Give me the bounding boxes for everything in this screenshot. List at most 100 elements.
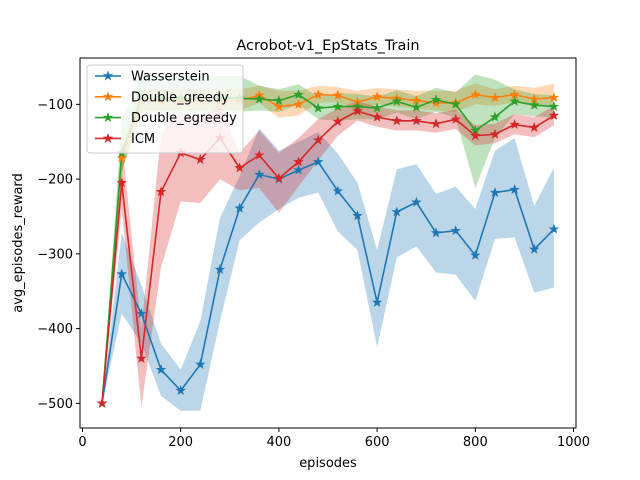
y-tick-label: −500 — [37, 397, 73, 412]
chart-title: Acrobot-v1_EpStats_Train — [236, 38, 419, 54]
point-double-greedy — [470, 89, 481, 100]
point-icm — [96, 397, 108, 408]
point-wasserstein — [548, 223, 560, 234]
point-icm — [273, 172, 285, 183]
point-wasserstein — [293, 164, 304, 175]
x-tick-label: 0 — [78, 435, 86, 450]
point-double-greedy — [332, 89, 344, 100]
point-icm — [430, 118, 442, 129]
point-wasserstein — [155, 364, 167, 375]
point-double-greedy — [312, 89, 324, 100]
point-double-greedy — [116, 152, 127, 163]
plot-frame — [79, 57, 577, 429]
point-double-egreedy — [312, 102, 324, 113]
point-wasserstein — [332, 185, 344, 196]
y-tick-label: −300 — [37, 247, 73, 262]
point-wasserstein — [450, 225, 461, 236]
point-icm — [548, 110, 560, 120]
legend-box — [86, 64, 244, 154]
line-wasserstein — [101, 160, 555, 404]
point-wasserstein — [470, 249, 481, 260]
x-tick-label: 600 — [365, 435, 390, 450]
band-icm — [102, 101, 554, 408]
y-axis-label: avg_episodes_reward — [11, 173, 26, 313]
point-double-egreedy — [254, 93, 265, 104]
x-tick-label: 1000 — [557, 435, 590, 450]
markers-layer — [96, 89, 560, 408]
point-icm — [509, 119, 520, 129]
point-icm — [234, 162, 245, 173]
x-axis-label: episodes — [299, 456, 357, 471]
legend-marker-wasserstein — [102, 70, 114, 81]
legend-marker-icm — [102, 132, 114, 143]
point-wasserstein — [195, 358, 206, 369]
point-double-greedy — [548, 92, 560, 103]
point-icm — [371, 111, 383, 122]
point-wasserstein — [214, 264, 226, 274]
point-icm — [332, 116, 344, 126]
point-wasserstein — [136, 308, 147, 319]
band-wasserstein — [102, 128, 554, 411]
point-wasserstein — [254, 169, 265, 180]
point-double-greedy — [489, 92, 501, 103]
point-wasserstein — [234, 202, 245, 213]
point-double-greedy — [371, 91, 383, 102]
point-double-egreedy — [450, 98, 461, 109]
point-wasserstein — [411, 196, 422, 207]
point-icm — [136, 353, 147, 363]
point-wasserstein — [430, 227, 442, 238]
point-double-egreedy — [391, 95, 402, 106]
point-double-egreedy — [273, 95, 285, 106]
point-double-greedy — [430, 97, 442, 108]
point-icm — [116, 177, 127, 188]
y-tick-label: −200 — [37, 173, 73, 188]
point-wasserstein — [371, 296, 383, 307]
point-icm — [254, 149, 265, 160]
point-double-egreedy — [371, 102, 383, 113]
point-icm — [293, 156, 304, 167]
point-icm — [352, 105, 363, 116]
point-wasserstein — [489, 187, 501, 197]
y-tick-label: −400 — [37, 322, 73, 337]
point-double-egreedy — [430, 94, 442, 105]
point-double-greedy — [293, 98, 304, 109]
point-icm — [155, 186, 167, 197]
legend-marker-double-egreedy — [102, 112, 114, 123]
legend-label-double-egreedy: Double_egreedy — [131, 111, 237, 126]
legend-label-icm: ICM — [131, 132, 155, 147]
point-wasserstein — [509, 184, 520, 194]
point-double-egreedy — [489, 111, 501, 122]
point-icm — [391, 115, 402, 126]
point-icm — [195, 154, 206, 165]
legend: Wasserstein Double_greedy Double_egreedy IC… — [86, 64, 244, 154]
point-wasserstein — [312, 156, 324, 167]
y-tick-label: −100 — [37, 98, 73, 113]
point-double-egreedy — [548, 101, 560, 112]
legend-marker-double-greedy — [102, 91, 114, 102]
point-double-egreedy — [411, 101, 422, 112]
point-double-egreedy — [529, 99, 540, 110]
point-icm — [312, 134, 324, 145]
x-tick-label: 400 — [266, 435, 291, 450]
legend-label-double-greedy: Double_greedy — [131, 90, 229, 105]
point-wasserstein — [391, 206, 402, 217]
x-tick-label: 800 — [463, 435, 488, 450]
y-axis: −500 −400 −300 −200 −100 — [37, 98, 80, 412]
point-icm — [450, 113, 461, 124]
x-tick-label: 200 — [168, 435, 193, 450]
point-wasserstein — [175, 385, 186, 396]
legend-label-wasserstein: Wasserstein — [131, 70, 210, 85]
point-wasserstein — [529, 243, 540, 254]
x-axis: 0 200 400 600 800 1000 — [78, 428, 590, 450]
point-wasserstein — [116, 268, 127, 279]
point-double-egreedy — [332, 101, 344, 112]
point-wasserstein — [352, 210, 363, 221]
point-icm — [489, 128, 501, 139]
point-double-greedy — [273, 101, 285, 112]
point-double-egreedy — [509, 95, 520, 106]
point-icm — [470, 130, 481, 141]
point-double-egreedy — [293, 89, 304, 100]
point-icm — [411, 115, 422, 126]
point-icm — [529, 122, 540, 132]
